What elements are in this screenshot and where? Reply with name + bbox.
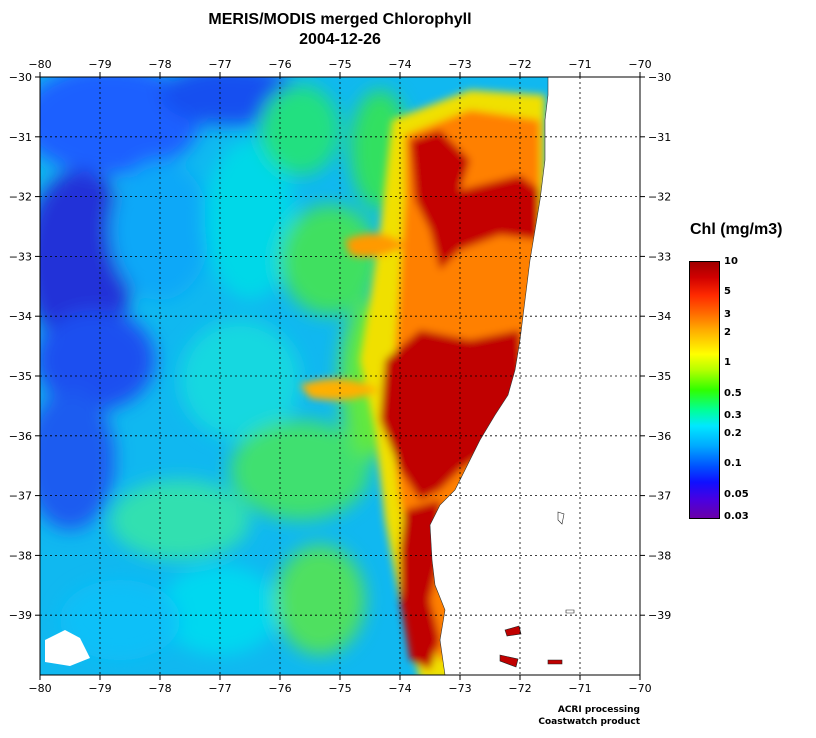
- lon-label-bottom: −79: [88, 682, 111, 695]
- lon-label-bottom: −73: [448, 682, 471, 695]
- lon-label-top: −74: [388, 58, 411, 71]
- lat-label-left: −36: [9, 430, 32, 443]
- lat-label-right: −31: [648, 131, 671, 144]
- lat-label-left: −33: [9, 250, 32, 263]
- colorbar: [689, 261, 720, 519]
- lon-label-top: −80: [28, 58, 51, 71]
- lon-label-top: −73: [448, 58, 471, 71]
- lon-label-bottom: −72: [508, 682, 531, 695]
- lat-label-left: −30: [9, 71, 32, 84]
- lon-label-top: −78: [148, 58, 171, 71]
- colorbar-tick-label: 2: [724, 326, 731, 338]
- axis-ticks: [35, 72, 645, 680]
- colorbar-tick-label: 1: [724, 357, 731, 369]
- lon-label-bottom: −71: [568, 682, 591, 695]
- lon-label-bottom: −74: [388, 682, 411, 695]
- legend-title: Chl (mg/m3): [690, 221, 783, 238]
- lon-label-top: −71: [568, 58, 591, 71]
- credit-processing: ACRI processing: [557, 705, 640, 715]
- credit-product: Coastwatch product: [538, 717, 640, 727]
- colorbar-tick-label: 0.2: [724, 427, 742, 439]
- lon-label-top: −77: [208, 58, 231, 71]
- lat-label-right: −32: [648, 191, 671, 204]
- lat-label-right: −36: [648, 430, 671, 443]
- lat-label-right: −38: [648, 549, 671, 562]
- axis-labels: −80 −80 −79 −79 −78 −78 −77 −77 −76 −76 −75 −75 −74 −…: [9, 58, 671, 695]
- colorbar-tick-label: 5: [724, 286, 731, 298]
- colorbar-tick-label: 0.1: [724, 458, 742, 470]
- lat-label-left: −31: [9, 131, 32, 144]
- lon-label-bottom: −77: [208, 682, 231, 695]
- lon-label-top: −72: [508, 58, 531, 71]
- colorbar-tick-label: 0.3: [724, 409, 742, 421]
- lon-label-top: −79: [88, 58, 111, 71]
- lat-label-right: −39: [648, 609, 671, 622]
- chlorophyll-field: [40, 77, 640, 675]
- lat-label-left: −38: [9, 549, 32, 562]
- lat-label-left: −32: [9, 191, 32, 204]
- lat-label-right: −35: [648, 370, 671, 383]
- lon-label-top: −76: [268, 58, 291, 71]
- colorbar-tick-label: 0.03: [724, 511, 749, 522]
- lon-label-bottom: −70: [628, 682, 651, 695]
- graticule: [40, 77, 640, 675]
- lon-label-top: −70: [628, 58, 651, 71]
- lat-label-right: −33: [648, 250, 671, 263]
- lon-label-bottom: −80: [28, 682, 51, 695]
- lat-label-right: −30: [648, 71, 671, 84]
- lat-label-right: −34: [648, 310, 671, 323]
- lat-label-left: −37: [9, 490, 32, 503]
- map-title: MERIS/MODIS merged Chlorophyll: [208, 11, 472, 28]
- lon-label-bottom: −76: [268, 682, 291, 695]
- colorbar-tick-label: 10: [724, 256, 738, 267]
- lon-label-top: −75: [328, 58, 351, 71]
- map-date: 2004-12-26: [299, 31, 381, 48]
- colorbar-tick-label: 0.5: [724, 387, 742, 399]
- colorbar-tick-label: 0.05: [724, 488, 749, 500]
- lat-label-left: −34: [9, 310, 32, 323]
- lat-label-left: −35: [9, 370, 32, 383]
- lon-label-bottom: −78: [148, 682, 171, 695]
- lat-label-right: −37: [648, 490, 671, 503]
- colorbar-tick-label: 3: [724, 308, 731, 320]
- lat-label-left: −39: [9, 609, 32, 622]
- lon-label-bottom: −75: [328, 682, 351, 695]
